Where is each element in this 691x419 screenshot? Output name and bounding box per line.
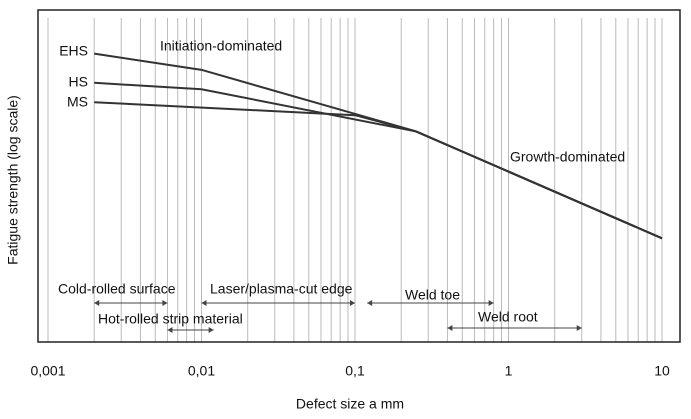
arrow-head <box>167 327 214 333</box>
x-axis-label: Defect size a mm <box>296 396 404 412</box>
range-label: Cold-rolled surface <box>58 281 176 297</box>
range-label: Hot-rolled strip material <box>98 311 243 327</box>
range-label: Weld root <box>478 309 538 325</box>
series-label: HS <box>69 74 88 90</box>
x-tick-label: 0,001 <box>30 363 65 379</box>
x-tick-label: 10 <box>654 363 670 379</box>
y-axis-label: Fatigue strength (log scale) <box>5 95 21 265</box>
series-line <box>94 52 663 240</box>
range-label: Laser/plasma-cut edge <box>210 281 353 297</box>
annotation: Initiation-dominated <box>160 38 282 54</box>
range-label: Weld toe <box>405 287 460 303</box>
series-label: EHS <box>59 43 88 59</box>
series-label: MS <box>67 94 88 110</box>
annotation: Growth-dominated <box>510 149 625 165</box>
x-tick-label: 1 <box>505 363 513 379</box>
x-tick-label: 0,1 <box>345 363 365 379</box>
series-line <box>94 101 663 240</box>
plot-frame <box>37 9 681 343</box>
x-tick-label: 0,01 <box>188 363 215 379</box>
